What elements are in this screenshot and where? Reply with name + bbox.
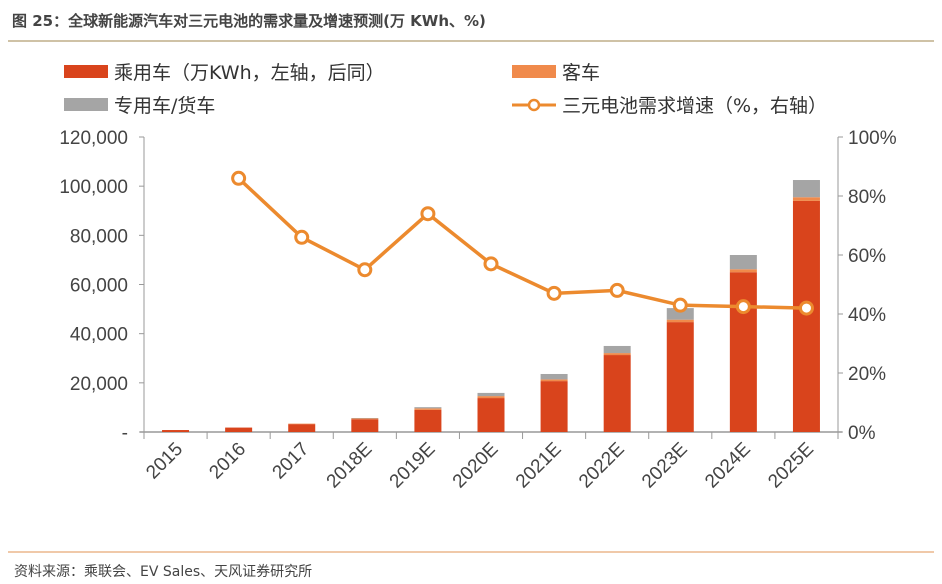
left-tick-label: 20,000 <box>70 374 128 395</box>
x-tick-label: 2015 <box>142 439 187 484</box>
x-tick-label: 2022E <box>575 439 629 493</box>
right-tick-label: 60% <box>848 246 886 267</box>
bar-passenger-2021E <box>540 381 568 432</box>
left-tick-label: 40,000 <box>70 325 128 346</box>
legend-label-special: 专用车/货车 <box>114 95 216 117</box>
x-tick-label: 2019E <box>386 439 440 493</box>
growth-point-2024E <box>735 299 751 315</box>
bar-bus-2022E <box>603 353 631 356</box>
bar-special-2025E <box>792 180 820 198</box>
left-tick-label: 60,000 <box>70 276 128 297</box>
bar-bus-2019E <box>414 408 442 410</box>
x-tick-label: 2020E <box>449 439 503 493</box>
x-tick-label: 2021E <box>512 439 566 493</box>
left-tick-label: 80,000 <box>70 226 128 247</box>
right-tick-label: 100% <box>848 128 897 149</box>
legend-label-passenger: 乘用车（万KWh，左轴，后同） <box>114 62 385 84</box>
growth-point-2025E <box>798 300 814 316</box>
bar-passenger-2016 <box>225 427 253 432</box>
bar-bus-2025E <box>792 197 820 201</box>
legend-swatch-bus <box>512 65 556 78</box>
right-tick-label: 0% <box>848 423 876 444</box>
legend-growth: 三元电池需求增速（%，右轴） <box>512 91 827 118</box>
legend-passenger: 乘用车（万KWh，左轴，后同） <box>64 58 385 85</box>
bar-passenger-2023E <box>666 322 694 432</box>
legend-swatch-special <box>64 98 108 111</box>
left-tick-label: 120,000 <box>59 128 128 149</box>
bar-passenger-2018E <box>351 419 379 432</box>
bar-special-2024E <box>729 255 757 270</box>
growth-point-2019E <box>420 206 436 222</box>
growth-line <box>237 177 807 310</box>
right-tick-label: 40% <box>848 305 886 326</box>
bar-bus-2024E <box>729 269 757 273</box>
legend-bus: 客车 <box>512 58 600 85</box>
right-tick-label: 20% <box>848 364 886 385</box>
growth-point-2016 <box>231 170 247 186</box>
source-divider <box>8 551 934 553</box>
bar-passenger-2015 <box>162 430 190 432</box>
growth-point-2023E <box>672 297 688 313</box>
bar-special-2022E <box>603 345 631 354</box>
bar-passenger-2024E <box>729 272 757 432</box>
growth-point-2017 <box>294 229 310 245</box>
bar-passenger-2020E <box>477 398 505 432</box>
x-tick-label: 2024E <box>701 439 755 493</box>
bar-bus-2023E <box>666 319 694 323</box>
legend-label-bus: 客车 <box>562 62 601 84</box>
x-tick-label: 2017 <box>269 439 314 484</box>
x-tick-label: 2018E <box>323 439 377 493</box>
legend-swatch-growth <box>512 98 556 111</box>
left-tick-label: 100,000 <box>59 177 128 198</box>
growth-point-2018E <box>357 262 373 278</box>
bar-passenger-2019E <box>414 409 442 432</box>
x-tick-label: 2016 <box>205 439 250 484</box>
growth-point-2021E <box>546 285 562 301</box>
bar-passenger-2022E <box>603 355 631 432</box>
bar-special-2023E <box>666 308 694 320</box>
right-tick-label: 80% <box>848 187 886 208</box>
chart-title: 图 25：全球新能源汽车对三元电池的需求量及增速预测(万 KWh、%) <box>12 12 486 30</box>
bar-special-2020E <box>477 392 505 397</box>
bar-special-2019E <box>414 407 442 409</box>
x-tick-label: 2025E <box>764 439 818 493</box>
title-divider <box>8 40 934 42</box>
legend-special: 专用车/货车 <box>64 91 215 118</box>
bar-special-2021E <box>540 373 568 380</box>
bar-passenger-2017 <box>288 424 316 432</box>
bar-bus-2018E <box>351 418 379 420</box>
source-note: 资料来源：乘联会、EV Sales、天风证券研究所 <box>14 564 313 580</box>
x-tick-label: 2023E <box>638 439 692 493</box>
bar-bus-2020E <box>477 396 505 399</box>
legend-label-growth: 三元电池需求增速（%，右轴） <box>562 95 828 117</box>
bar-bus-2021E <box>540 379 568 382</box>
growth-point-2020E <box>483 256 499 272</box>
bar-passenger-2025E <box>792 200 820 432</box>
left-tick-label: - <box>122 423 128 444</box>
legend-swatch-passenger <box>64 65 108 78</box>
growth-point-2022E <box>609 282 625 298</box>
